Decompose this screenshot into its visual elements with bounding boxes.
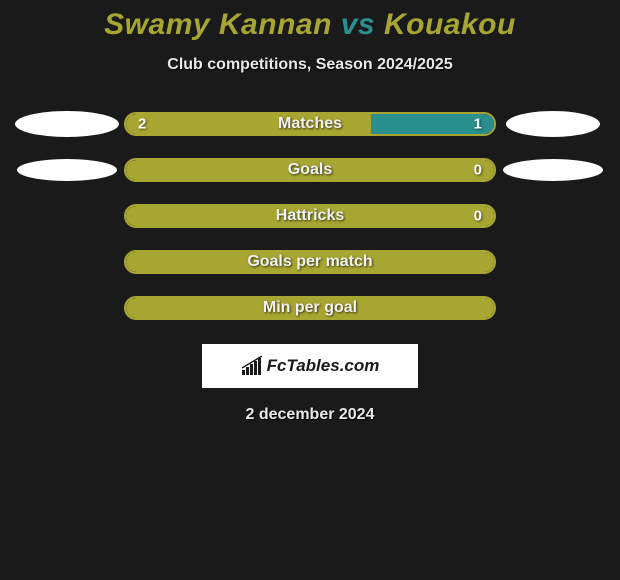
metric-label: Hattricks: [276, 207, 344, 225]
metric-right-value: 0: [474, 162, 482, 179]
subtitle: Club competitions, Season 2024/2025: [0, 56, 620, 74]
ellipse-icon: [503, 159, 603, 181]
metric-row: Goals 0: [10, 158, 610, 182]
logo-chart-icon: [241, 356, 263, 376]
metric-bar: Min per goal: [124, 296, 496, 320]
right-stat-graphic: [496, 111, 610, 137]
metrics-list: 2 Matches 1 Goals 0 Hattricks 0 Goals per match…: [0, 112, 620, 320]
metric-bar: 2 Matches 1: [124, 112, 496, 136]
metric-label: Min per goal: [263, 299, 357, 317]
right-stat-graphic: [496, 159, 610, 181]
logo-text: FcTables.com: [267, 356, 380, 376]
metric-right-value: 1: [474, 116, 482, 133]
metric-row: Hattricks 0: [10, 204, 610, 228]
metric-bar: Goals per match: [124, 250, 496, 274]
metric-label: Goals: [288, 161, 332, 179]
metric-label: Matches: [278, 115, 342, 133]
metric-row: 2 Matches 1: [10, 112, 610, 136]
player1-name: Swamy Kannan: [104, 8, 332, 41]
player2-name: Kouakou: [384, 8, 516, 41]
metric-bar: Goals 0: [124, 158, 496, 182]
metric-label: Goals per match: [247, 253, 372, 271]
title: Swamy Kannan vs Kouakou: [0, 8, 620, 42]
ellipse-icon: [15, 111, 119, 137]
ellipse-icon: [17, 159, 117, 181]
vs-text: vs: [341, 8, 375, 41]
metric-bar: Hattricks 0: [124, 204, 496, 228]
metric-row: Min per goal: [10, 296, 610, 320]
left-stat-graphic: [10, 159, 124, 181]
metric-row: Goals per match: [10, 250, 610, 274]
left-stat-graphic: [10, 111, 124, 137]
date: 2 december 2024: [0, 406, 620, 424]
metric-right-value: 0: [474, 208, 482, 225]
metric-left-value: 2: [138, 116, 146, 133]
ellipse-icon: [506, 111, 600, 137]
logo-box: FcTables.com: [202, 344, 418, 388]
comparison-card: Swamy Kannan vs Kouakou Club competition…: [0, 0, 620, 424]
